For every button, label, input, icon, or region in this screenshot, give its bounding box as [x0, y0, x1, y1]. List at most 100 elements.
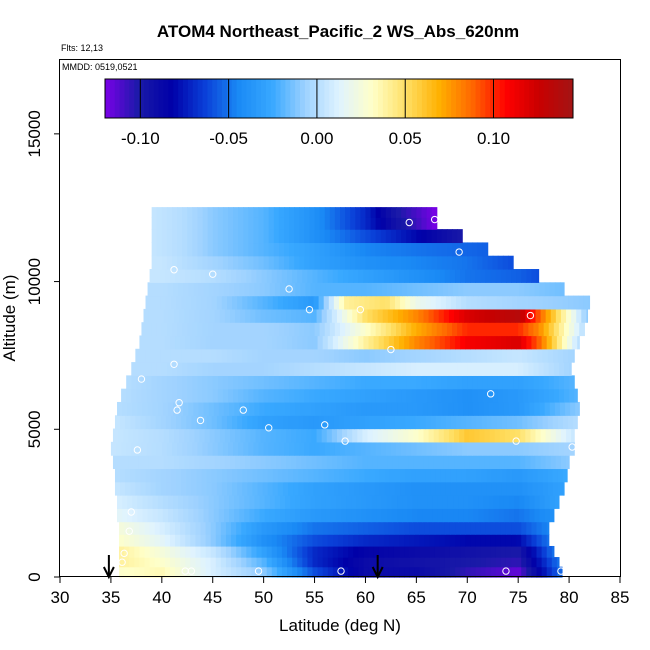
colorbar-frame	[104, 78, 574, 119]
heatmap-cell	[180, 545, 186, 558]
heatmap-cell	[358, 557, 365, 568]
heatmap-cell	[523, 388, 529, 403]
heatmap-cell	[155, 348, 162, 363]
heatmap-cell	[255, 455, 262, 470]
heatmap-cell	[249, 508, 256, 523]
heatmap-cell	[475, 557, 482, 568]
heatmap-cell	[209, 455, 216, 470]
heatmap-cell	[215, 566, 222, 578]
heatmap-cell	[342, 308, 348, 323]
heatmap-cell	[319, 229, 326, 244]
heatmap-cell	[548, 441, 555, 456]
heatmap-cell	[278, 217, 285, 230]
heatmap-cell	[304, 217, 311, 230]
colorbar-swatch	[129, 79, 135, 118]
heatmap-cell	[152, 495, 159, 509]
colorbar-swatch	[114, 79, 121, 118]
heatmap-cell	[384, 415, 391, 430]
heatmap-cell	[288, 481, 294, 496]
heatmap-cell	[328, 348, 335, 363]
heatmap-cell	[302, 557, 309, 568]
sample-point	[170, 360, 178, 368]
heatmap-cell	[182, 388, 188, 403]
colorbar-swatch	[173, 79, 179, 118]
heatmap-cell	[172, 242, 178, 257]
heatmap-cell	[174, 455, 180, 470]
colorbar-swatch	[319, 79, 325, 118]
heatmap-cell	[498, 495, 505, 509]
heatmap-cell	[410, 481, 416, 496]
heatmap-cell	[139, 335, 146, 350]
heatmap-cell	[576, 308, 582, 323]
heatmap-cell	[206, 295, 213, 310]
heatmap-cell	[143, 308, 150, 323]
heatmap-cell	[205, 557, 212, 568]
heatmap-cell	[220, 545, 227, 558]
heatmap-cell	[312, 521, 319, 535]
heatmap-cell	[376, 282, 383, 297]
heatmap-cell	[229, 508, 235, 523]
heatmap-cell	[364, 415, 371, 430]
heatmap-cell	[214, 428, 221, 443]
heatmap-cell	[478, 495, 485, 509]
heatmap-cell	[353, 557, 359, 568]
colorbar-swatch	[553, 79, 559, 118]
heatmap-cell	[498, 282, 505, 297]
heatmap-cell	[442, 508, 449, 523]
colorbar-swatch	[441, 79, 447, 118]
heatmap-cell	[568, 348, 574, 363]
heatmap-cell	[360, 441, 367, 456]
heatmap-cells	[110, 207, 591, 578]
heatmap-cell	[174, 308, 180, 323]
heatmap-cell	[177, 242, 183, 257]
dates-note: MMDD: 0519,0521	[62, 62, 138, 72]
heatmap-cell	[224, 428, 231, 443]
heatmap-cell	[120, 481, 126, 496]
heatmap-cell	[325, 508, 332, 523]
heatmap-cell	[273, 388, 280, 403]
heatmap-cell	[282, 415, 289, 430]
heatmap-cell	[223, 282, 230, 297]
colorbar-swatch	[348, 79, 355, 118]
heatmap-cell	[471, 481, 478, 496]
heatmap-cell	[118, 455, 124, 470]
heatmap-cell	[346, 401, 352, 416]
heatmap-cell	[355, 207, 361, 218]
heatmap-cell	[262, 468, 269, 483]
heatmap-cell	[477, 242, 484, 257]
heatmap-cell	[412, 495, 418, 509]
heatmap-cell	[462, 375, 468, 390]
heatmap-cell	[491, 348, 498, 363]
heatmap-cell	[492, 375, 499, 390]
heatmap-cell	[292, 545, 298, 558]
heatmap-cell	[290, 495, 296, 509]
heatmap-cell	[552, 481, 559, 496]
heatmap-cell	[337, 545, 344, 558]
heatmap-cell	[436, 388, 443, 403]
heatmap-cell	[376, 495, 383, 509]
heatmap-cell	[311, 428, 318, 443]
heatmap-cell	[581, 308, 587, 323]
heatmap-cell	[485, 335, 492, 350]
heatmap-cell	[256, 545, 263, 558]
heatmap-cell	[243, 229, 249, 244]
heatmap-cell	[485, 566, 492, 578]
heatmap-cell	[412, 401, 418, 416]
heatmap-cell	[135, 468, 142, 483]
heatmap-cell	[280, 428, 287, 443]
colorbar-swatch	[568, 79, 574, 118]
heatmap-cell	[324, 207, 331, 218]
heatmap-cell	[299, 362, 305, 376]
heatmap-cell	[506, 348, 513, 363]
heatmap-cell	[461, 481, 467, 496]
heatmap-cell	[214, 455, 221, 470]
heatmap-cell	[553, 388, 560, 403]
colorbar-tick-label: 0.00	[300, 129, 333, 148]
heatmap-cell	[127, 495, 133, 509]
heatmap-cell	[401, 229, 407, 244]
heatmap-cell	[165, 468, 172, 483]
heatmap-cell	[242, 468, 248, 483]
heatmap-cell	[462, 441, 468, 456]
heatmap-cell	[204, 455, 211, 470]
heatmap-cell	[383, 534, 390, 547]
